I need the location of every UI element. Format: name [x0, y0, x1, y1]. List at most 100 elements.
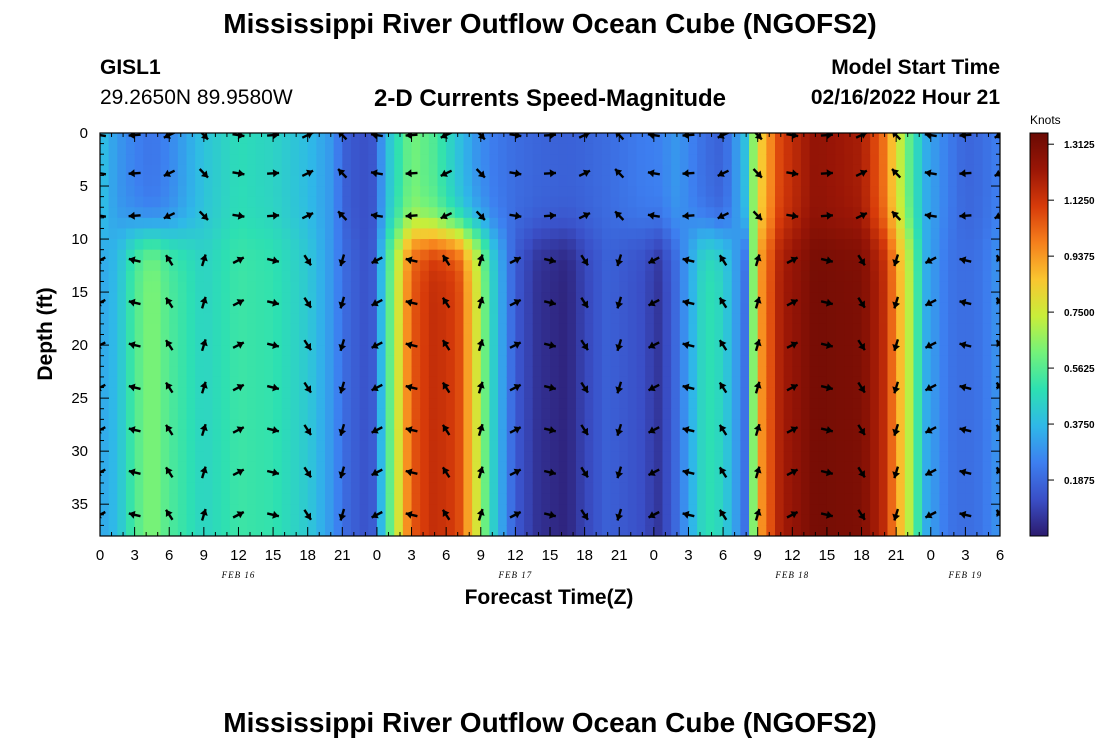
heatmap-cell: [273, 440, 283, 452]
heatmap-cell: [714, 323, 724, 336]
heatmap-cell: [264, 281, 274, 293]
heatmap-cell: [653, 451, 664, 463]
heatmap-cell: [498, 260, 508, 272]
heatmap-cell: [930, 366, 941, 378]
heatmap-cell: [584, 429, 594, 442]
current-arrow: [924, 298, 937, 307]
heatmap-cell: [169, 292, 179, 304]
heatmap-cell: [567, 376, 577, 389]
heatmap-cell: [835, 429, 845, 442]
heatmap-cell: [852, 472, 863, 484]
heatmap-cell: [100, 175, 110, 187]
heatmap-cell: [437, 270, 447, 283]
heatmap-cell: [229, 302, 240, 314]
heatmap-cell: [524, 175, 534, 187]
heatmap-cell: [428, 398, 439, 410]
heatmap-cell: [333, 408, 343, 420]
heatmap-cell: [247, 281, 257, 293]
heatmap-cell: [904, 493, 915, 505]
heatmap-cell: [809, 323, 819, 336]
heatmap-cell: [792, 175, 802, 187]
heatmap-cell: [238, 376, 248, 389]
heatmap-cell: [922, 461, 932, 473]
heatmap-cell: [524, 270, 534, 283]
current-arrow: [615, 508, 624, 521]
heatmap-cell: [636, 249, 646, 261]
heatmap-cell: [896, 281, 906, 293]
heatmap-cell: [368, 398, 378, 410]
heatmap-cell: [385, 217, 395, 230]
heatmap-cell: [307, 186, 317, 198]
heatmap-cell: [143, 175, 153, 187]
heatmap-cell: [861, 376, 871, 389]
heatmap-cell: [575, 164, 586, 177]
heatmap-cell: [593, 429, 603, 442]
heatmap-cell: [956, 143, 966, 155]
heatmap-cell: [974, 514, 984, 526]
heatmap-cell: [757, 207, 767, 219]
heatmap-cell: [991, 217, 1000, 230]
heatmap-cell: [368, 451, 378, 463]
heatmap-cell: [662, 281, 672, 293]
heatmap-cell: [411, 387, 421, 399]
heatmap-cell: [653, 429, 664, 442]
heatmap-cell: [653, 419, 664, 431]
heatmap-cell: [281, 175, 291, 187]
heatmap-cell: [584, 133, 594, 145]
current-arrow: [615, 466, 624, 479]
heatmap-cell: [948, 408, 958, 420]
heatmap-cell: [454, 376, 465, 389]
heatmap-cell: [428, 143, 439, 155]
heatmap-cell: [558, 207, 568, 219]
heatmap-cell: [939, 461, 949, 473]
heatmap-cell: [195, 133, 205, 145]
heatmap-cell: [956, 376, 966, 389]
heatmap-cell: [160, 175, 170, 187]
heatmap-cell: [904, 345, 915, 357]
heatmap-cell: [221, 504, 231, 516]
heatmap-cell: [480, 164, 491, 177]
heatmap-cell: [307, 440, 317, 452]
heatmap-cell: [766, 143, 776, 155]
heatmap-cell: [290, 408, 300, 420]
heatmap-cell: [835, 493, 845, 505]
heatmap-cell: [679, 472, 690, 484]
heatmap-cell: [601, 334, 612, 346]
heatmap-cell: [532, 154, 542, 166]
heatmap-cell: [913, 186, 923, 198]
heatmap-cell: [575, 429, 586, 442]
heatmap-cell: [930, 387, 941, 399]
heatmap-cell: [541, 493, 551, 505]
heatmap-cell: [281, 292, 291, 304]
heatmap-cell: [896, 228, 906, 240]
heatmap-cell: [878, 196, 889, 208]
heatmap-cell: [688, 239, 698, 251]
heatmap-cell: [316, 472, 326, 484]
heatmap-cell: [524, 504, 534, 516]
heatmap-cell: [428, 133, 439, 145]
heatmap-cell: [861, 355, 871, 367]
heatmap-cell: [558, 387, 568, 399]
heatmap-cell: [982, 355, 992, 367]
current-arrow: [855, 212, 868, 220]
heatmap-cell: [524, 482, 534, 495]
heatmap-cell: [368, 175, 378, 187]
heatmap-cell: [653, 493, 664, 505]
heatmap-cell: [844, 207, 854, 219]
heatmap-cell: [238, 461, 248, 473]
heatmap-cell: [221, 164, 231, 177]
heatmap-cell: [290, 270, 300, 283]
heatmap-cell: [567, 217, 577, 230]
heatmap-cell: [229, 504, 240, 516]
heatmap-cell: [930, 493, 941, 505]
heatmap-cell: [143, 408, 153, 420]
heatmap-cell: [714, 196, 724, 208]
current-arrow: [924, 341, 937, 349]
heatmap-cell: [835, 419, 845, 431]
heatmap-cell: [567, 302, 577, 314]
heatmap-cell: [195, 525, 205, 536]
heatmap-cell: [359, 133, 369, 145]
heatmap-cell: [325, 419, 335, 431]
heatmap-cell: [273, 217, 283, 230]
heatmap-cell: [229, 164, 240, 177]
